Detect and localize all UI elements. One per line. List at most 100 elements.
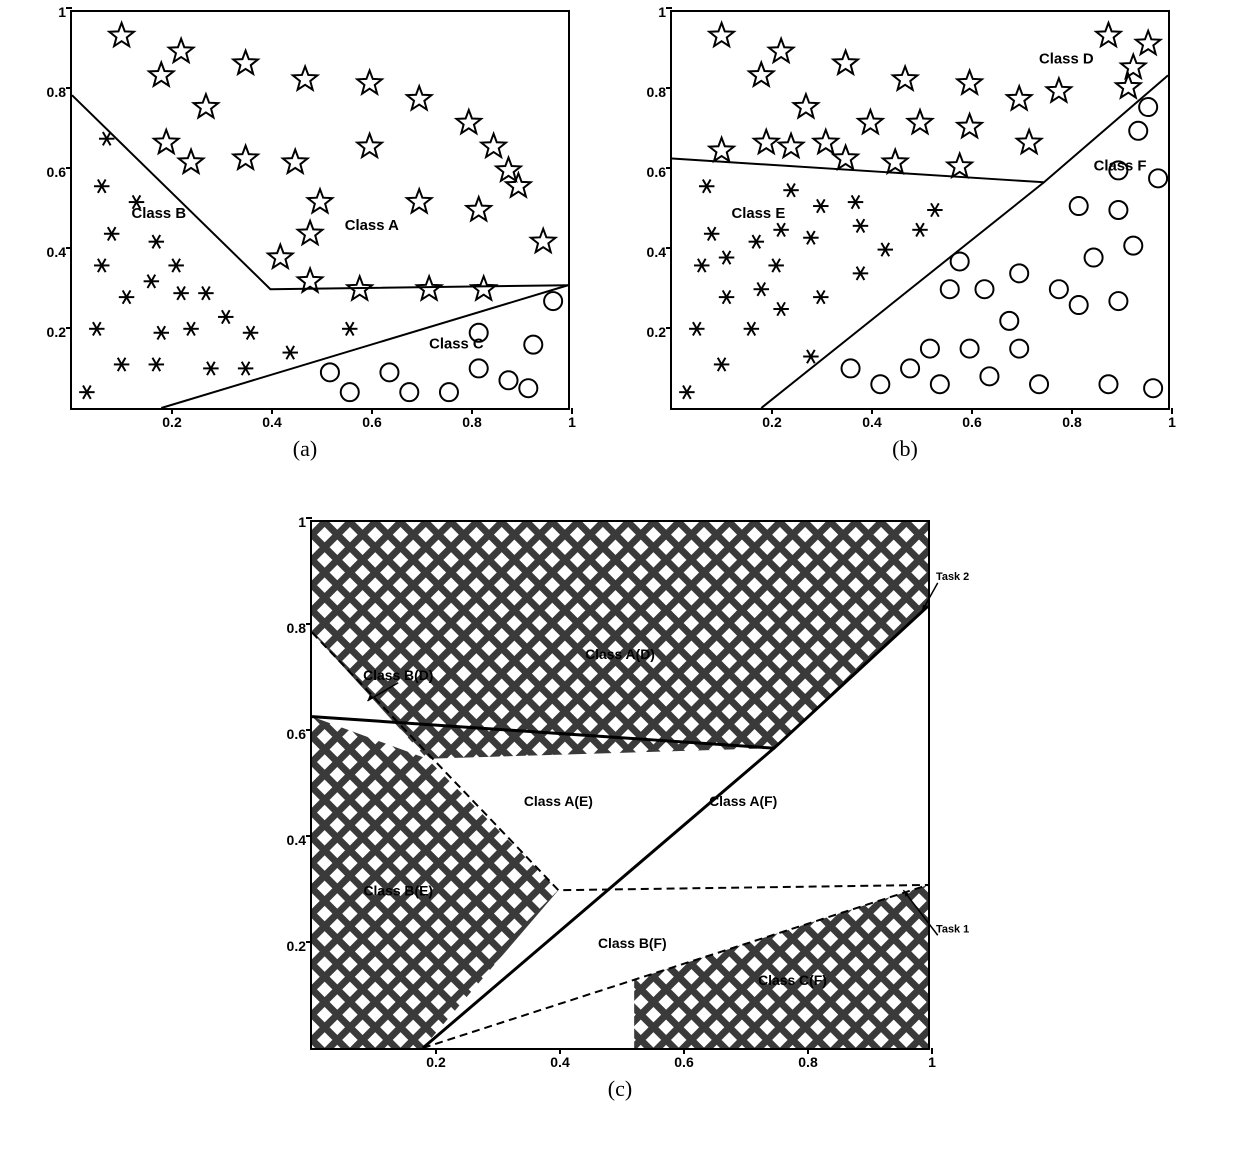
asterisk-marker [679, 385, 694, 398]
x-tick-label: 0.2 [762, 414, 781, 430]
asterisk-marker [813, 290, 828, 303]
region-label: Class B(E) [363, 882, 433, 898]
circle-marker [951, 252, 969, 270]
star-marker [179, 150, 204, 173]
plot-b: Class DClass EClass F 0.20.40.60.810.20.… [670, 10, 1170, 410]
star-marker [466, 197, 491, 220]
figure-a: Class AClass BClass C 0.20.40.60.810.20.… [40, 10, 570, 462]
class-label: Class B [132, 206, 187, 222]
class-label: Class E [732, 206, 786, 222]
star-marker [308, 189, 333, 212]
y-tick-label: 0.4 [287, 832, 306, 848]
star-marker [149, 62, 174, 85]
asterisk-marker [89, 322, 104, 335]
x-tick-label: 1 [928, 1054, 936, 1070]
asterisk-marker [149, 358, 164, 371]
asterisk-marker [119, 290, 134, 303]
circle-marker [1070, 197, 1088, 215]
y-tick-label: 0.6 [47, 164, 66, 180]
plot-c: Class B(D)Class A(D)Class A(E)Class A(F)… [310, 520, 930, 1050]
y-tick-label: 0.4 [47, 244, 66, 260]
circle-marker [321, 363, 339, 381]
asterisk-marker [704, 227, 719, 240]
star-marker [293, 66, 318, 89]
asterisk-marker [94, 259, 109, 272]
y-tick-label: 1 [58, 4, 66, 20]
y-tick-label: 0.8 [287, 620, 306, 636]
star-marker [833, 146, 858, 169]
class-label: Class C [429, 337, 484, 353]
asterisk-marker [238, 362, 253, 375]
circle-marker [1085, 249, 1103, 267]
region-label: Task 1 [936, 923, 969, 935]
star-marker [908, 110, 933, 133]
asterisk-marker [853, 267, 868, 280]
asterisk-marker [813, 199, 828, 212]
y-tick-label: 0.2 [47, 324, 66, 340]
y-tick-label: 0.8 [47, 84, 66, 100]
star-marker [407, 189, 432, 212]
asterisk-marker [243, 326, 258, 339]
asterisk-marker [912, 223, 927, 236]
asterisk-marker [927, 203, 942, 216]
caption-b: (b) [640, 436, 1170, 462]
y-tick-label: 0.8 [647, 84, 666, 100]
circle-marker [975, 280, 993, 298]
asterisk-marker [714, 358, 729, 371]
circle-marker [842, 359, 860, 377]
circle-marker [1144, 379, 1162, 397]
circle-marker [380, 363, 398, 381]
asterisk-marker [149, 235, 164, 248]
asterisk-marker [719, 251, 734, 264]
x-tick-label: 0.2 [426, 1054, 445, 1070]
circle-marker [871, 375, 889, 393]
figure-c: Class B(D)Class A(D)Class A(E)Class A(F)… [280, 520, 960, 1102]
star-marker [769, 39, 794, 62]
star-marker [357, 134, 382, 157]
circle-marker [1124, 237, 1142, 255]
asterisk-marker [803, 350, 818, 363]
circle-marker [961, 340, 979, 358]
x-tick-label: 1 [568, 414, 576, 430]
star-marker [1017, 130, 1042, 153]
x-tick-label: 0.6 [962, 414, 981, 430]
asterisk-marker [198, 286, 213, 299]
star-marker [169, 39, 194, 62]
circle-marker [1030, 375, 1048, 393]
circle-marker [1010, 264, 1028, 282]
circle-marker [901, 359, 919, 377]
circle-marker [400, 383, 418, 401]
asterisk-marker [689, 322, 704, 335]
y-tick-label: 0.6 [287, 726, 306, 742]
asterisk-marker [803, 231, 818, 244]
region-label: Class B(D) [363, 667, 433, 683]
hatched-region [634, 885, 928, 1048]
asterisk-marker [719, 290, 734, 303]
circle-marker [1129, 122, 1147, 140]
region-label: Class C(F) [758, 972, 827, 988]
asterisk-marker [848, 195, 863, 208]
y-tick-label: 1 [658, 4, 666, 20]
asterisk-marker [342, 322, 357, 335]
y-tick-label: 0.4 [647, 244, 666, 260]
asterisk-marker [173, 286, 188, 299]
circle-marker [941, 280, 959, 298]
x-tick-label: 0.2 [162, 414, 181, 430]
class-label: Class D [1039, 51, 1094, 67]
asterisk-marker [203, 362, 218, 375]
star-marker [794, 94, 819, 117]
star-marker [154, 130, 179, 153]
region-label: Class A(D) [585, 646, 655, 662]
star-marker [893, 66, 918, 89]
circle-marker [1109, 292, 1127, 310]
star-marker [268, 245, 293, 268]
caption-a: (a) [40, 436, 570, 462]
region-label: Class A(F) [709, 793, 777, 809]
circle-marker [341, 383, 359, 401]
circle-marker [1070, 296, 1088, 314]
plot-c-svg: Class B(D)Class A(D)Class A(E)Class A(F)… [312, 522, 928, 1048]
y-tick-label: 0.2 [287, 938, 306, 954]
asterisk-marker [773, 223, 788, 236]
asterisk-marker [699, 180, 714, 193]
circle-marker [1099, 375, 1117, 393]
